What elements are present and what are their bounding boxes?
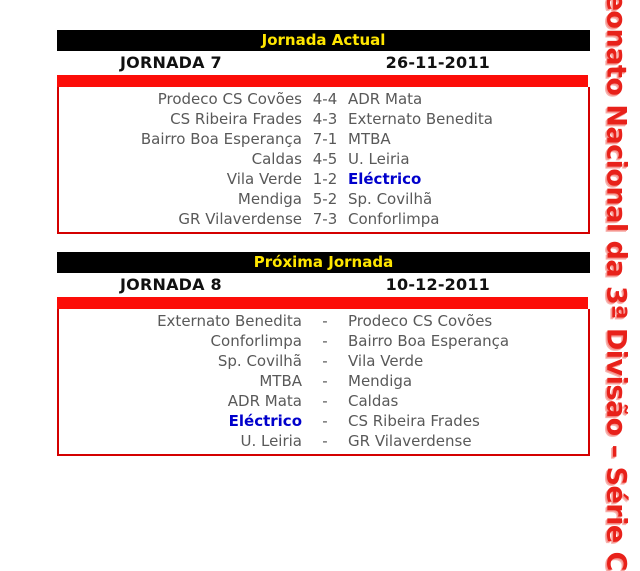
home-team: Caldas xyxy=(251,150,302,168)
away-team: ADR Mata xyxy=(348,90,423,108)
home-team: Eléctrico xyxy=(228,412,302,430)
match-row: GR Vilaverdense 7-3 Conforlimpa xyxy=(59,209,588,229)
match-score: 5-2 xyxy=(312,190,338,208)
away-team: Sp. Covilhã xyxy=(348,190,433,208)
round-label-current: JORNADA 7 xyxy=(120,53,222,72)
section-meta-next: JORNADA 8 10-12-2011 xyxy=(57,273,590,297)
red-divider-next xyxy=(57,297,588,309)
home-team: ADR Mata xyxy=(227,392,302,410)
match-score: 4-3 xyxy=(312,110,338,128)
match-score: - xyxy=(322,412,328,430)
match-row: Caldas 4-5 U. Leiria xyxy=(59,149,588,169)
match-row: CS Ribeira Frades 4-3 Externato Benedita xyxy=(59,109,588,129)
away-team: MTBA xyxy=(348,130,391,148)
away-team: Conforlimpa xyxy=(348,210,440,228)
away-team: U. Leiria xyxy=(348,150,410,168)
match-score: - xyxy=(322,352,328,370)
home-team: Mendiga xyxy=(237,190,302,208)
match-row: ADR Mata - Caldas xyxy=(59,391,588,411)
match-row: Vila Verde 1-2 Eléctrico xyxy=(59,169,588,189)
section-next-round: Próxima Jornada JORNADA 8 10-12-2011 Ext… xyxy=(57,252,590,456)
match-row: Bairro Boa Esperança 7-1 MTBA xyxy=(59,129,588,149)
match-row: Eléctrico - CS Ribeira Frades xyxy=(59,411,588,431)
away-team: Eléctrico xyxy=(348,170,422,188)
fixtures-page: Jornada Actual JORNADA 7 26-11-2011 Prod… xyxy=(57,0,640,571)
match-score: - xyxy=(322,392,328,410)
away-team: Mendiga xyxy=(348,372,413,390)
match-row: Prodeco CS Covões 4-4 ADR Mata xyxy=(59,89,588,109)
round-date-next: 10-12-2011 xyxy=(385,275,490,294)
home-team: MTBA xyxy=(259,372,302,390)
match-row: MTBA - Mendiga xyxy=(59,371,588,391)
away-team: Prodeco CS Covões xyxy=(348,312,493,330)
away-team: Bairro Boa Esperança xyxy=(348,332,510,350)
home-team: Vila Verde xyxy=(226,170,302,188)
home-team: Conforlimpa xyxy=(210,332,302,350)
home-team: Externato Benedita xyxy=(157,312,302,330)
away-team: Vila Verde xyxy=(348,352,424,370)
match-row: U. Leiria - GR Vilaverdense xyxy=(59,431,588,451)
home-team: Prodeco CS Covões xyxy=(157,90,302,108)
match-score: - xyxy=(322,312,328,330)
match-row: Mendiga 5-2 Sp. Covilhã xyxy=(59,189,588,209)
round-label-next: JORNADA 8 xyxy=(120,275,222,294)
home-team: GR Vilaverdense xyxy=(178,210,302,228)
competition-title-vertical: Campeonato Nacional da 3ª Divisão – Séri… xyxy=(592,0,640,571)
away-team: Caldas xyxy=(348,392,399,410)
competition-title-text: Campeonato Nacional da 3ª Divisão – Séri… xyxy=(600,0,632,571)
match-score: 7-1 xyxy=(312,130,338,148)
home-team: Bairro Boa Esperança xyxy=(140,130,302,148)
match-row: Externato Benedita - Prodeco CS Covões xyxy=(59,311,588,331)
match-row: Sp. Covilhã - Vila Verde xyxy=(59,351,588,371)
match-score: 4-5 xyxy=(312,150,338,168)
match-row: Conforlimpa - Bairro Boa Esperança xyxy=(59,331,588,351)
away-team: GR Vilaverdense xyxy=(348,432,472,450)
away-team: Externato Benedita xyxy=(348,110,493,128)
red-divider-current xyxy=(57,75,588,87)
home-team: Sp. Covilhã xyxy=(217,352,302,370)
away-team: CS Ribeira Frades xyxy=(348,412,480,430)
match-score: 7-3 xyxy=(312,210,338,228)
match-score: - xyxy=(322,372,328,390)
section-meta-current: JORNADA 7 26-11-2011 xyxy=(57,51,590,75)
section-current-round: Jornada Actual JORNADA 7 26-11-2011 Prod… xyxy=(57,30,590,234)
match-score: 4-4 xyxy=(312,90,338,108)
match-list-current: Prodeco CS Covões 4-4 ADR Mata CS Ribeira F… xyxy=(57,87,590,234)
home-team: U. Leiria xyxy=(240,432,302,450)
home-team: CS Ribeira Frades xyxy=(170,110,302,128)
section-title-bar-current: Jornada Actual xyxy=(57,30,590,51)
match-list-next: Externato Benedita - Prodeco CS Covões Conf… xyxy=(57,309,590,456)
section-title-bar-next: Próxima Jornada xyxy=(57,252,590,273)
match-score: - xyxy=(322,332,328,350)
match-score: 1-2 xyxy=(312,170,338,188)
match-score: - xyxy=(322,432,328,450)
round-date-current: 26-11-2011 xyxy=(385,53,490,72)
